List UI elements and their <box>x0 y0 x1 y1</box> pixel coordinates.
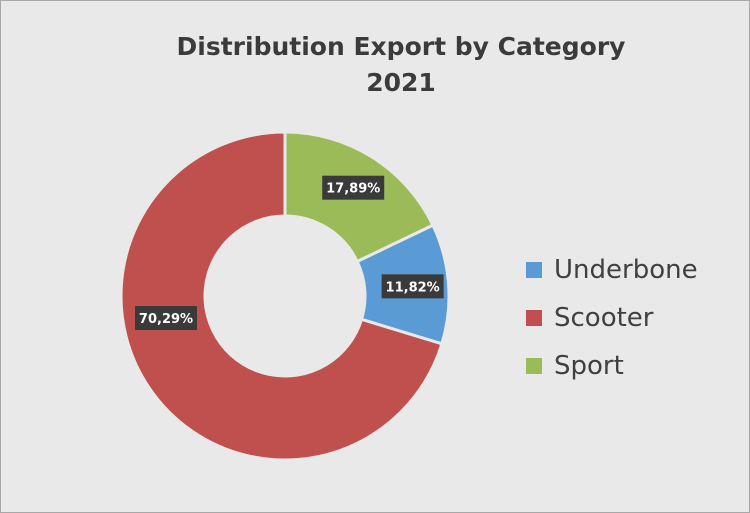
chart-title-line-1: Distribution Export by Category <box>176 32 626 61</box>
chart-title: Distribution Export by Category 2021 <box>1 29 750 101</box>
data-label-text-scooter: 70,29% <box>139 312 193 327</box>
legend-swatch-underbone <box>526 262 542 278</box>
data-label-box-sport <box>322 175 385 200</box>
legend-swatch-sport <box>526 358 542 374</box>
data-label-scooter: 70,29% <box>135 306 197 330</box>
donut-slice-scooter <box>119 130 444 462</box>
legend-item-scooter: Scooter <box>526 294 698 342</box>
data-label-text-underbone: 11,82% <box>386 280 440 295</box>
legend-swatch-scooter <box>526 310 542 326</box>
data-label-box-scooter <box>135 306 197 330</box>
legend: Underbone Scooter Sport <box>526 246 698 390</box>
chart-title-line-2: 2021 <box>366 68 436 97</box>
data-label-text-sport: 17,89% <box>326 182 380 197</box>
legend-item-sport: Sport <box>526 342 698 390</box>
legend-label-scooter: Scooter <box>554 303 654 333</box>
data-label-sport: 17,89% <box>322 175 385 200</box>
data-label-box-underbone <box>381 274 444 299</box>
legend-label-sport: Sport <box>554 351 624 381</box>
legend-label-underbone: Underbone <box>554 255 698 285</box>
legend-item-underbone: Underbone <box>526 246 698 294</box>
data-label-underbone: 11,82% <box>381 274 444 299</box>
